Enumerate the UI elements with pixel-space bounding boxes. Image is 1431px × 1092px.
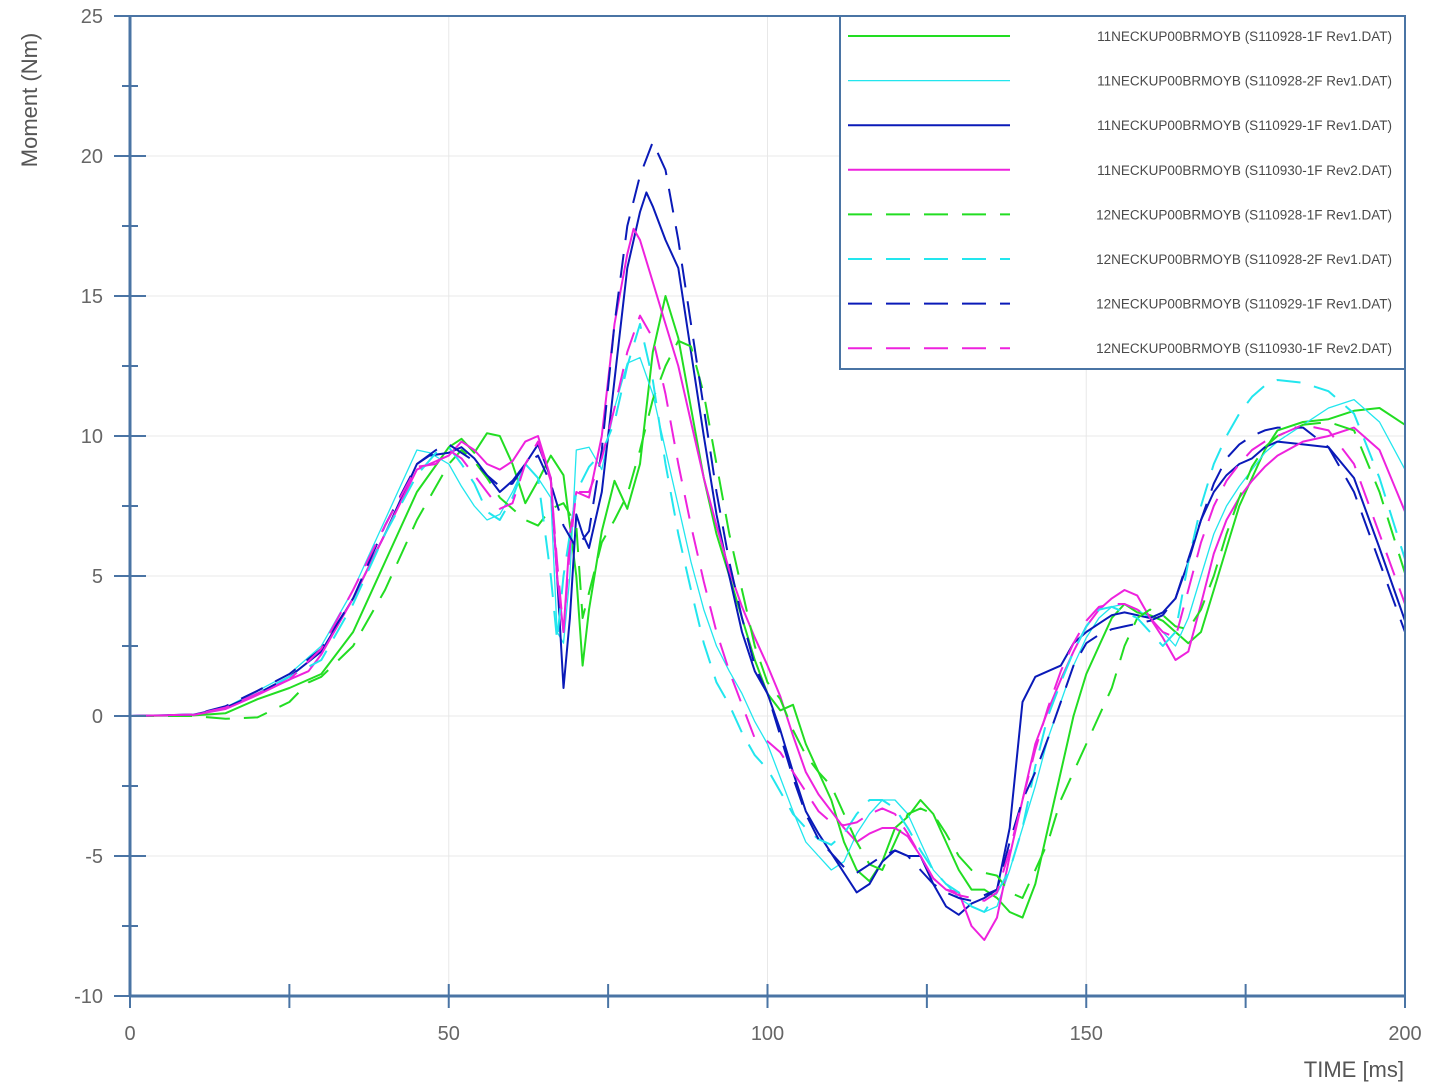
y-axis-label: Moment (Nm): [17, 33, 42, 167]
series-line-5: [130, 339, 1406, 899]
legend-entry-6: 12NECKUP00BRMOYB (S110928-2F Rev1.DAT): [1096, 252, 1392, 267]
y-tick-label: 5: [92, 566, 103, 588]
x-tick-label: 0: [124, 1023, 135, 1045]
y-tick-label: 20: [81, 146, 103, 168]
legend-entry-8: 12NECKUP00BRMOYB (S110930-1F Rev2.DAT): [1096, 341, 1392, 356]
y-tick-label: 15: [81, 286, 103, 308]
legend-entry-2: 11NECKUP00BRMOYB (S110928-2F Rev1.DAT): [1097, 74, 1392, 89]
series-line-4: [129, 227, 1406, 941]
series-line-3: [129, 191, 1406, 916]
x-axis-label: TIME [ms]: [1304, 1057, 1404, 1082]
series-line-7: [129, 141, 1406, 902]
series-line-8: [129, 314, 1406, 902]
y-tick-label: 0: [92, 706, 103, 728]
y-tick-label: 10: [81, 426, 103, 448]
legend-entry-5: 12NECKUP00BRMOYB (S110928-1F Rev1.DAT): [1096, 207, 1392, 222]
y-tick-label: 25: [81, 6, 103, 28]
x-tick-label: 200: [1388, 1023, 1421, 1045]
x-tick-label: 100: [751, 1023, 784, 1045]
series-line-1: [129, 295, 1406, 919]
y-tick-label: -5: [85, 846, 103, 868]
legend-entry-7: 12NECKUP00BRMOYB (S110929-1F Rev1.DAT): [1096, 297, 1392, 312]
x-tick-label: 150: [1070, 1023, 1103, 1045]
tick-labels: 0 50 100 150 200 -10 -5 0 5 10 15 20 25: [74, 6, 1422, 1045]
legend-box: [839, 15, 1406, 370]
legend-entry-1: 11NECKUP00BRMOYB (S110928-1F Rev1.DAT): [1097, 29, 1392, 44]
legend-entry-4: 11NECKUP00BRMOYB (S110930-1F Rev2.DAT): [1097, 163, 1392, 178]
legend: 11NECKUP00BRMOYB (S110928-1F Rev1.DAT) 11…: [839, 15, 1406, 370]
legend-entry-3: 11NECKUP00BRMOYB (S110929-1F Rev1.DAT): [1097, 118, 1392, 133]
series-lines: [129, 141, 1406, 941]
series-line-6: [129, 323, 1406, 913]
y-tick-label: -10: [74, 986, 103, 1008]
x-tick-label: 50: [438, 1023, 460, 1045]
